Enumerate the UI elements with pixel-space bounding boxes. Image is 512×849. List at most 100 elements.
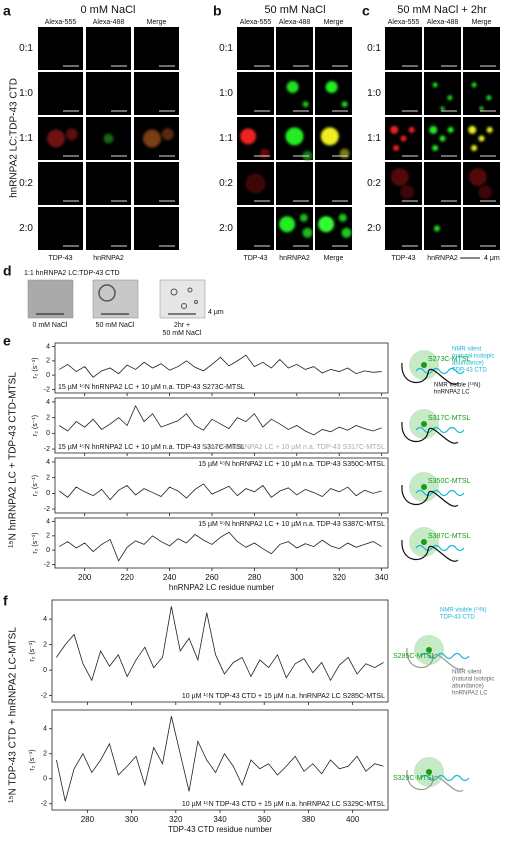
droplet bbox=[429, 125, 438, 134]
schematic-note: (natural isotopic bbox=[452, 677, 494, 683]
droplet bbox=[341, 101, 348, 108]
x-tick-label: 300 bbox=[125, 815, 139, 824]
micrograph bbox=[276, 162, 313, 205]
panel-title: 1:1 hnRNPA2 LC:TDP-43 CTD bbox=[24, 270, 120, 277]
droplet bbox=[400, 185, 415, 200]
droplet bbox=[194, 300, 198, 304]
droplet bbox=[447, 95, 453, 101]
micrograph bbox=[86, 162, 131, 205]
ratio-label: 0:2 bbox=[367, 178, 381, 189]
chain bbox=[415, 489, 465, 497]
y-tick-label: 4 bbox=[46, 518, 50, 525]
droplet bbox=[98, 284, 116, 302]
x-tick-label: 300 bbox=[290, 573, 304, 582]
droplet bbox=[390, 168, 409, 187]
y-tick-label: 2 bbox=[46, 474, 50, 481]
micrograph bbox=[315, 27, 352, 70]
y-tick-label: 0 bbox=[46, 372, 50, 379]
annotation: 15 µM ¹⁵N hnRNPA2 LC + 10 µM n.a. TDP-43… bbox=[58, 384, 245, 391]
schematic-note: NMR silent bbox=[452, 347, 482, 353]
schematic-note: abundance) bbox=[452, 361, 484, 367]
ratio-label: 0:2 bbox=[219, 178, 233, 189]
micrograph bbox=[237, 72, 274, 115]
image-label: 50 mM NaCl bbox=[163, 330, 202, 337]
chain bbox=[420, 652, 470, 660]
y-tick-label: -2 bbox=[44, 506, 50, 513]
droplet bbox=[259, 148, 270, 159]
x-tick-label: 340 bbox=[375, 573, 389, 582]
droplet bbox=[439, 135, 446, 142]
x-tick-label: 340 bbox=[213, 815, 227, 824]
micrograph bbox=[315, 162, 352, 205]
panel-letter: e bbox=[3, 333, 11, 349]
image-label: 0 mM NaCl bbox=[32, 322, 67, 329]
column-header: Alexa-488 bbox=[279, 19, 311, 26]
data-line bbox=[59, 531, 382, 562]
chain bbox=[401, 539, 459, 562]
ratio-label: 0:1 bbox=[219, 43, 233, 54]
droplet bbox=[302, 101, 309, 108]
x-tick-label: 400 bbox=[346, 815, 360, 824]
scale-label: 4 μm bbox=[208, 309, 224, 316]
x-tick-label: 260 bbox=[205, 573, 219, 582]
chain bbox=[401, 362, 459, 385]
droplet bbox=[486, 126, 493, 133]
site-label: S329C-MTSL bbox=[393, 775, 436, 782]
schematic-note: abundance) bbox=[452, 684, 484, 690]
panel-letter: f bbox=[3, 593, 8, 609]
spin-label bbox=[426, 647, 432, 653]
droplet bbox=[471, 82, 477, 88]
micrograph bbox=[38, 27, 83, 70]
y-tick-label: -2 bbox=[44, 446, 50, 453]
micrograph bbox=[315, 72, 352, 115]
droplet bbox=[471, 144, 478, 151]
x-tick-label: 200 bbox=[78, 573, 92, 582]
plot-frame bbox=[51, 599, 389, 703]
droplet bbox=[240, 128, 257, 145]
droplet bbox=[170, 288, 178, 296]
site-label: S285C-MTSL bbox=[393, 653, 436, 660]
chain bbox=[420, 774, 470, 782]
brightfield-image bbox=[159, 279, 206, 319]
site-label: S317C-MTSL bbox=[428, 415, 471, 422]
y-axis-label: r₂ (s⁻¹) bbox=[32, 532, 39, 553]
y-tick-label: 4 bbox=[46, 459, 50, 466]
image-label: 50 mM NaCl bbox=[96, 322, 135, 329]
schematic-note: TDP-43 CTD bbox=[452, 368, 487, 374]
panel-title: 50 mM NaCl + 2hr bbox=[397, 4, 487, 16]
chain bbox=[415, 367, 465, 375]
panel-title: 50 mM NaCl bbox=[264, 4, 325, 16]
droplet bbox=[320, 127, 339, 146]
x-tick-label: 280 bbox=[248, 573, 262, 582]
annotation: 15 µM ¹⁵N hnRNPA2 LC + 10 µM n.a. TDP-43… bbox=[198, 521, 385, 528]
spin-label bbox=[421, 362, 427, 368]
micrograph bbox=[38, 72, 83, 115]
ratio-label: 1:0 bbox=[219, 88, 233, 99]
micrograph bbox=[86, 72, 131, 115]
y-tick-label: -2 bbox=[44, 561, 50, 568]
micrograph bbox=[134, 72, 179, 115]
data-line bbox=[59, 404, 382, 436]
side-label: ¹⁵N hnRNPA2 LC + TDP-43 CTD-MTSL bbox=[8, 372, 19, 548]
y-axis-label: r₂ (s⁻¹) bbox=[32, 357, 39, 378]
chain bbox=[415, 544, 465, 552]
droplet bbox=[408, 126, 415, 133]
droplet bbox=[302, 227, 313, 238]
footer-label: hnRNPA2 bbox=[279, 255, 310, 262]
plot-frame bbox=[54, 517, 389, 569]
micrograph bbox=[385, 72, 422, 115]
ratio-label: 2:0 bbox=[19, 223, 33, 234]
x-tick-label: 240 bbox=[163, 573, 177, 582]
x-tick-label: 280 bbox=[81, 815, 95, 824]
micrograph bbox=[134, 27, 179, 70]
column-header: Alexa-488 bbox=[427, 19, 459, 26]
micrograph bbox=[385, 27, 422, 70]
chain bbox=[415, 426, 465, 434]
micrograph bbox=[424, 162, 461, 205]
column-header: Alexa-488 bbox=[93, 19, 125, 26]
plot-frame bbox=[51, 709, 389, 811]
droplet bbox=[325, 81, 338, 94]
annotation: 15 µM ¹⁵N hnRNPA2 LC + 10 µM n.a. TDP-43… bbox=[58, 444, 245, 451]
y-tick-label: 0 bbox=[43, 667, 47, 674]
